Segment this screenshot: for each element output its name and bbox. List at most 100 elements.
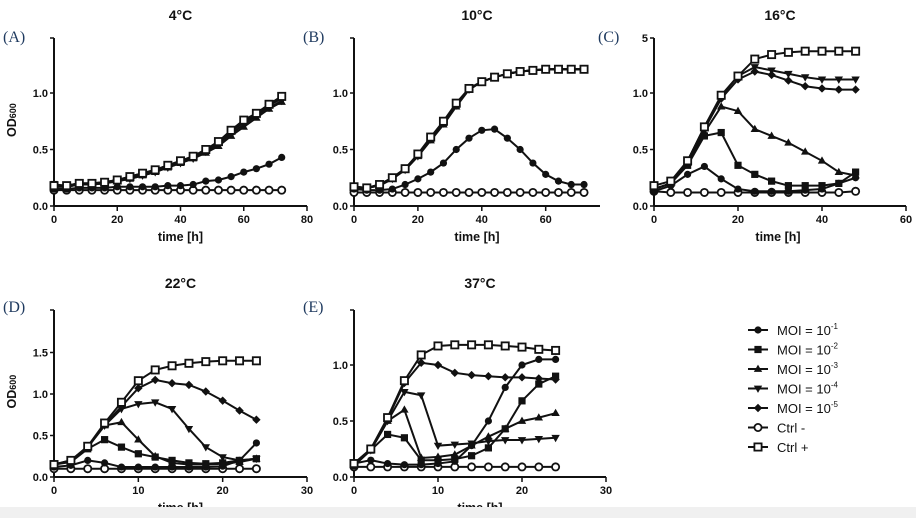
x-axis-label: time [h]: [454, 230, 499, 244]
data-point: [535, 380, 543, 388]
panel-label: (B): [303, 29, 324, 46]
data-point: [264, 99, 274, 109]
y-tick-label: 1.0: [333, 88, 348, 100]
legend-label: Ctrl +: [777, 440, 808, 455]
data-point: [433, 452, 443, 460]
series-moi1: [350, 125, 588, 194]
data-point: [467, 370, 476, 380]
data-point: [227, 173, 235, 181]
bottom-band: [0, 507, 916, 518]
data-point: [517, 416, 527, 424]
data-point: [733, 106, 743, 114]
data-point: [567, 180, 575, 189]
data-point: [528, 65, 538, 75]
data-point: [126, 183, 134, 191]
x-axis-label: time [h]: [755, 230, 800, 244]
legend-label-superscript: -3: [831, 361, 839, 370]
panel-a: (A) 4°C 0.0 0.5 1.0 0 20 40 60 80 time [h] OD600: [3, 7, 313, 244]
data-point: [134, 463, 142, 471]
legend-label-superscript: -1: [831, 322, 839, 331]
data-point: [116, 397, 126, 407]
data-point: [551, 408, 560, 417]
series-ctrlpos: [649, 46, 861, 191]
data-point: [490, 125, 499, 133]
data-point: [277, 185, 287, 195]
panel-d: (D)22°C0.00.51.01.50102030time [h]OD600: [3, 275, 313, 515]
data-point: [265, 160, 273, 168]
data-point: [150, 165, 160, 175]
y-tick-label: 1.5: [33, 348, 48, 360]
data-point: [151, 463, 159, 471]
series-ctrlpos: [49, 91, 287, 191]
data-point: [464, 187, 474, 197]
data-point: [666, 176, 676, 186]
data-point: [401, 180, 409, 189]
data-point: [683, 187, 693, 197]
x-tick-label: 10: [132, 485, 144, 497]
data-point: [552, 355, 560, 363]
data-point: [699, 122, 709, 132]
y-tick-label: 0.0: [33, 201, 48, 213]
data-point: [817, 46, 827, 56]
panel-e: (E)37°C0.00.51.00102030time [h]: [303, 275, 612, 515]
data-point: [783, 47, 793, 57]
data-point: [835, 179, 843, 187]
x-tick-label: 20: [732, 214, 744, 226]
data-point: [400, 164, 410, 174]
data-point: [83, 464, 93, 474]
data-point: [666, 187, 676, 197]
legend-label-superscript: -5: [831, 400, 839, 409]
x-tick-label: 40: [816, 214, 828, 226]
data-point: [750, 54, 760, 64]
data-point: [818, 182, 826, 190]
data-point: [700, 162, 709, 171]
data-point: [501, 373, 510, 382]
data-point: [784, 70, 793, 79]
series-line: [54, 95, 283, 187]
data-point: [699, 187, 709, 197]
data-point: [151, 399, 160, 407]
data-point: [834, 85, 843, 94]
data-point: [534, 462, 544, 472]
data-point: [801, 147, 810, 155]
series-moi3: [49, 97, 286, 190]
series-moi5: [49, 94, 286, 190]
legend-entry-moi4: MOI = 10-4: [748, 381, 838, 397]
data-point: [517, 373, 527, 382]
x-tick-label: 0: [51, 485, 57, 497]
data-point: [264, 185, 274, 195]
data-point: [468, 452, 476, 460]
data-point: [541, 187, 551, 197]
data-point: [117, 417, 126, 426]
data-point: [235, 406, 244, 415]
data-point: [349, 182, 359, 192]
data-point: [502, 69, 512, 79]
data-point: [349, 459, 359, 469]
data-point: [451, 455, 459, 463]
data-point: [214, 176, 223, 184]
data-point: [218, 459, 227, 467]
data-point: [433, 341, 443, 351]
data-point: [554, 177, 563, 185]
data-point: [851, 46, 861, 56]
data-point: [400, 434, 408, 442]
x-tick-label: 30: [301, 485, 313, 497]
x-tick-label: 20: [217, 485, 229, 497]
data-point: [383, 413, 393, 423]
data-point: [375, 180, 385, 190]
data-point: [251, 108, 261, 118]
legend-marker: [754, 345, 762, 354]
series-moi2: [650, 128, 860, 193]
data-point: [188, 151, 198, 161]
series-ctrlneg: [349, 187, 589, 197]
data-point: [201, 387, 210, 396]
data-point: [384, 430, 392, 439]
data-point: [501, 383, 509, 391]
x-tick-label: 0: [351, 214, 357, 226]
data-point: [416, 350, 426, 360]
data-point: [464, 83, 474, 93]
x-axis-label: time [h]: [158, 230, 203, 244]
series-ctrlpos: [49, 356, 261, 470]
y-tick-label: 0.0: [333, 201, 348, 213]
data-point: [362, 183, 372, 193]
